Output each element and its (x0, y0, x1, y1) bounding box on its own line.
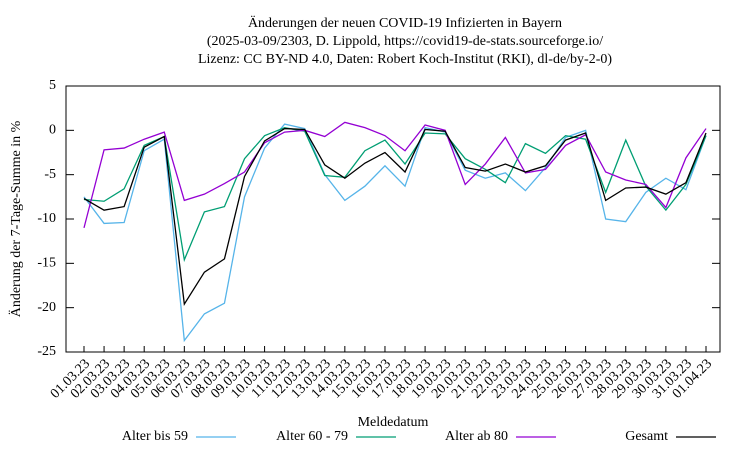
y-tick-label: -25 (37, 344, 56, 359)
legend-label: Alter bis 59 (122, 429, 188, 444)
legend-label: Alter 60 - 79 (276, 429, 348, 444)
series-line (83, 123, 707, 343)
plot-frame (65, 85, 721, 353)
chart-title: Lizenz: CC BY-ND 4.0, Daten: Robert Koch… (198, 52, 612, 67)
series-line (83, 127, 707, 263)
y-tick-label: 0 (49, 123, 56, 138)
y-tick-label: 5 (49, 78, 56, 93)
x-axis-label: Meldedatum (358, 415, 429, 430)
y-tick-label: -15 (37, 256, 56, 271)
y-tick-label: -5 (44, 167, 56, 182)
series-line (83, 121, 707, 229)
y-tick-label: -20 (37, 300, 56, 315)
y-tick-label: -10 (37, 211, 56, 226)
chart-title: Änderungen der neuen COVID-19 Infizierte… (248, 14, 562, 31)
chart-title: (2025-03-09/2303, D. Lippold, https://co… (207, 34, 603, 49)
legend-label: Alter ab 80 (445, 429, 508, 444)
series-line (83, 127, 707, 307)
y-axis-label: Änderung der 7-Tage-Summe in % (7, 120, 24, 317)
legend-label: Gesamt (625, 429, 668, 444)
